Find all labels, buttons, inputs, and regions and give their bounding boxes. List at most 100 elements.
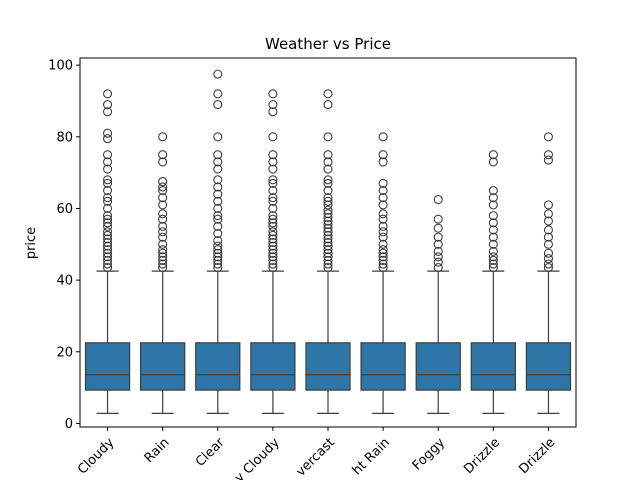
outlier-point xyxy=(268,245,278,255)
outlier-point xyxy=(543,259,553,269)
outlier-point xyxy=(433,263,443,273)
y-axis-label: price xyxy=(24,227,39,259)
outlier-point xyxy=(543,225,553,235)
outlier-point xyxy=(158,252,168,262)
outlier-point xyxy=(433,252,443,262)
outlier-point xyxy=(268,211,278,221)
outlier-point xyxy=(488,246,498,257)
outlier-point xyxy=(543,216,553,226)
outlier-point xyxy=(433,214,443,224)
outlier-point xyxy=(103,218,113,228)
outlier-point xyxy=(378,232,388,242)
outlier-point xyxy=(213,245,223,255)
outlier-point xyxy=(103,245,113,255)
plot-layer xyxy=(84,69,572,414)
outlier-point xyxy=(213,182,223,192)
y-tick-label: 40 xyxy=(56,274,73,289)
outlier-point xyxy=(378,239,388,249)
outlier-point xyxy=(323,245,333,255)
outlier-point xyxy=(158,182,168,192)
outlier-point xyxy=(323,223,333,233)
outlier-point xyxy=(268,259,278,269)
outlier-point xyxy=(378,214,388,224)
outlier-point xyxy=(268,203,278,214)
outlier-point xyxy=(103,193,113,203)
outlier-point xyxy=(158,221,168,231)
outlier-point xyxy=(323,248,333,258)
outlier-point xyxy=(488,218,498,228)
outlier-point xyxy=(323,241,333,251)
outlier-point xyxy=(488,259,498,269)
outlier-point xyxy=(158,248,168,258)
box xyxy=(525,342,572,391)
box-group xyxy=(360,132,406,414)
outlier-point xyxy=(378,209,388,219)
outlier-point xyxy=(323,178,333,188)
outlier-point xyxy=(268,178,278,188)
outlier-point xyxy=(158,177,168,187)
outlier-point xyxy=(378,178,388,188)
outlier-point xyxy=(103,157,113,167)
outlier-point xyxy=(323,205,333,215)
outlier-point xyxy=(158,186,168,196)
outlier-point xyxy=(213,132,223,142)
outlier-point xyxy=(543,155,553,165)
outlier-point xyxy=(268,100,278,110)
outlier-point xyxy=(213,196,223,206)
outlier-point xyxy=(488,193,498,203)
outlier-point xyxy=(433,194,443,205)
y-tick-label: 20 xyxy=(56,345,73,360)
outlier-point xyxy=(158,214,168,224)
box xyxy=(470,342,516,391)
outlier-point xyxy=(323,227,333,237)
outlier-point xyxy=(268,252,278,262)
outlier-point xyxy=(158,232,168,242)
outlier-point xyxy=(378,200,388,210)
outlier-point xyxy=(103,221,113,231)
outlier-point xyxy=(323,164,333,174)
outlier-point xyxy=(158,259,168,269)
outlier-point xyxy=(103,214,113,224)
box xyxy=(415,342,461,391)
outlier-point xyxy=(213,211,223,221)
outlier-point xyxy=(323,132,333,142)
outlier-point xyxy=(433,239,443,249)
outlier-point xyxy=(158,239,168,249)
outlier-point xyxy=(268,230,278,240)
box-group xyxy=(415,194,461,414)
outlier-point xyxy=(378,259,388,269)
outlier-point xyxy=(323,234,333,244)
outlier-point xyxy=(158,263,168,273)
outlier-point xyxy=(103,107,113,117)
outlier-point xyxy=(213,150,223,160)
outlier-point xyxy=(488,252,498,262)
outlier-point xyxy=(323,216,333,226)
box xyxy=(360,342,406,391)
outlier-point xyxy=(213,263,223,273)
outlier-point xyxy=(323,263,333,273)
y-tick-label: 100 xyxy=(48,59,73,74)
outlier-point xyxy=(103,263,113,273)
outlier-point xyxy=(323,150,333,160)
outlier-point xyxy=(268,157,278,167)
outlier-point xyxy=(488,263,498,273)
outlier-point xyxy=(158,150,168,160)
outlier-point xyxy=(103,178,113,188)
outlier-point xyxy=(158,209,168,219)
outlier-point xyxy=(213,89,223,99)
outlier-point xyxy=(268,132,278,142)
outlier-point xyxy=(433,257,443,267)
outlier-point xyxy=(323,259,333,269)
box-group xyxy=(525,132,572,414)
outlier-point xyxy=(158,132,168,142)
outlier-point xyxy=(543,132,553,142)
outlier-point xyxy=(323,212,333,222)
outlier-point xyxy=(323,175,333,185)
outlier-point xyxy=(378,245,388,255)
outlier-point xyxy=(488,150,498,160)
outlier-point xyxy=(268,234,278,244)
box xyxy=(140,342,186,391)
outlier-point xyxy=(213,259,223,269)
outlier-point xyxy=(268,263,278,273)
outlier-point xyxy=(268,221,278,231)
